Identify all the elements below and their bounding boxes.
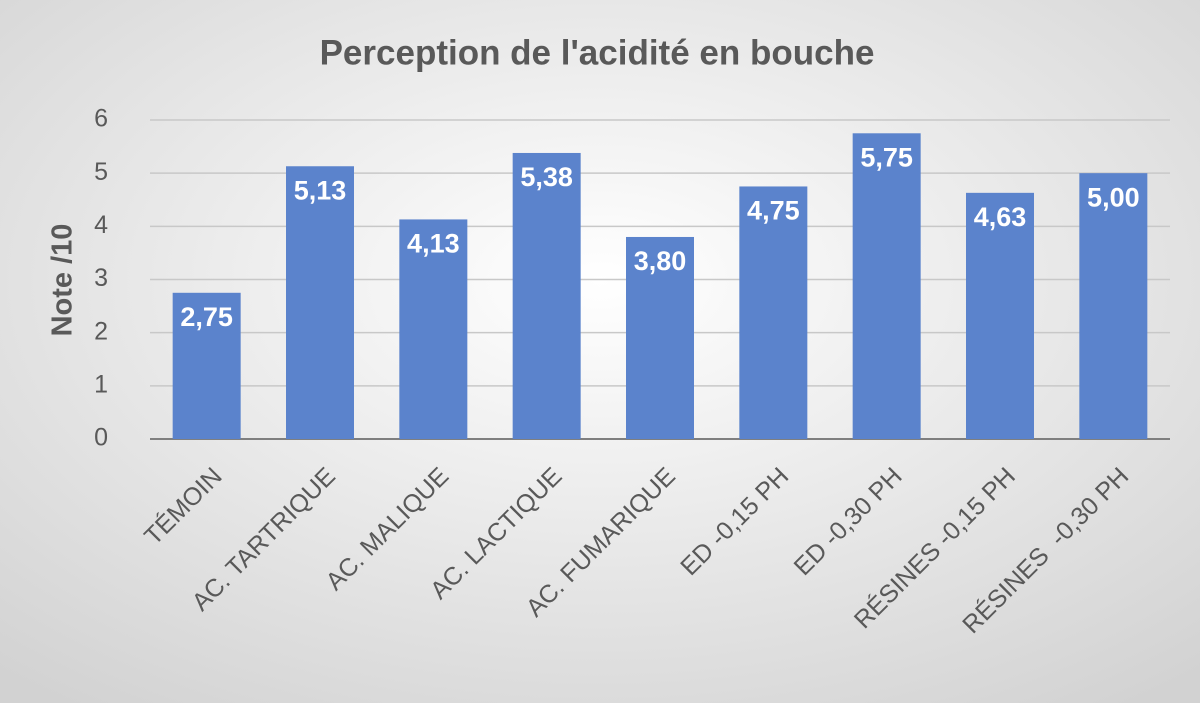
data-label: 4,75 bbox=[747, 196, 800, 226]
y-tick-label: 6 bbox=[94, 105, 108, 133]
bar bbox=[739, 186, 808, 439]
data-label: 5,13 bbox=[294, 175, 347, 205]
bar bbox=[1079, 173, 1148, 439]
data-label: 3,80 bbox=[634, 246, 687, 276]
data-label: 5,38 bbox=[520, 162, 573, 192]
y-tick-label: 2 bbox=[94, 317, 108, 345]
y-tick-label: 1 bbox=[94, 370, 108, 398]
bar bbox=[966, 192, 1034, 439]
chart-title: Perception de l'acidité en bouche bbox=[320, 33, 875, 72]
bar bbox=[626, 236, 694, 439]
bar bbox=[172, 292, 241, 439]
data-label: 5,00 bbox=[1087, 182, 1140, 212]
bar bbox=[512, 152, 581, 440]
y-tick-label: 5 bbox=[94, 158, 108, 186]
y-tick-label: 0 bbox=[94, 424, 108, 452]
data-label: 4,13 bbox=[407, 229, 460, 259]
data-label: 2,75 bbox=[180, 302, 233, 332]
y-axis-label: Note /10 bbox=[47, 224, 79, 337]
y-tick-label: 4 bbox=[94, 211, 108, 239]
bar bbox=[852, 133, 921, 439]
y-tick-label: 3 bbox=[94, 264, 108, 292]
data-label: 4,63 bbox=[974, 202, 1027, 232]
bar bbox=[399, 219, 468, 439]
data-label: 5,75 bbox=[860, 142, 913, 172]
bar bbox=[286, 166, 354, 439]
